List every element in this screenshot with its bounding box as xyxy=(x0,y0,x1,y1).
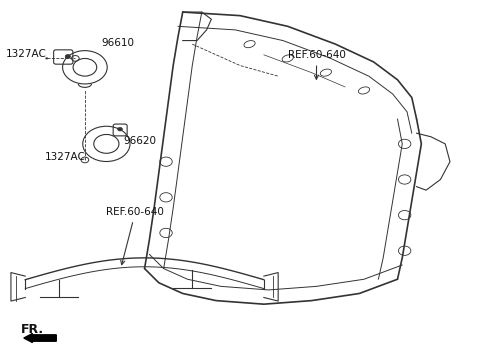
Text: REF.60-640: REF.60-640 xyxy=(288,50,346,79)
FancyArrow shape xyxy=(24,334,56,342)
Circle shape xyxy=(45,57,48,60)
Text: 1327AC: 1327AC xyxy=(44,152,85,162)
Text: FR.: FR. xyxy=(21,323,44,336)
Text: 96620: 96620 xyxy=(123,136,156,146)
Text: 1327AC: 1327AC xyxy=(6,48,47,59)
Circle shape xyxy=(118,127,122,131)
Text: REF.60-640: REF.60-640 xyxy=(107,207,164,265)
Circle shape xyxy=(65,55,71,59)
Text: 96610: 96610 xyxy=(102,38,134,48)
